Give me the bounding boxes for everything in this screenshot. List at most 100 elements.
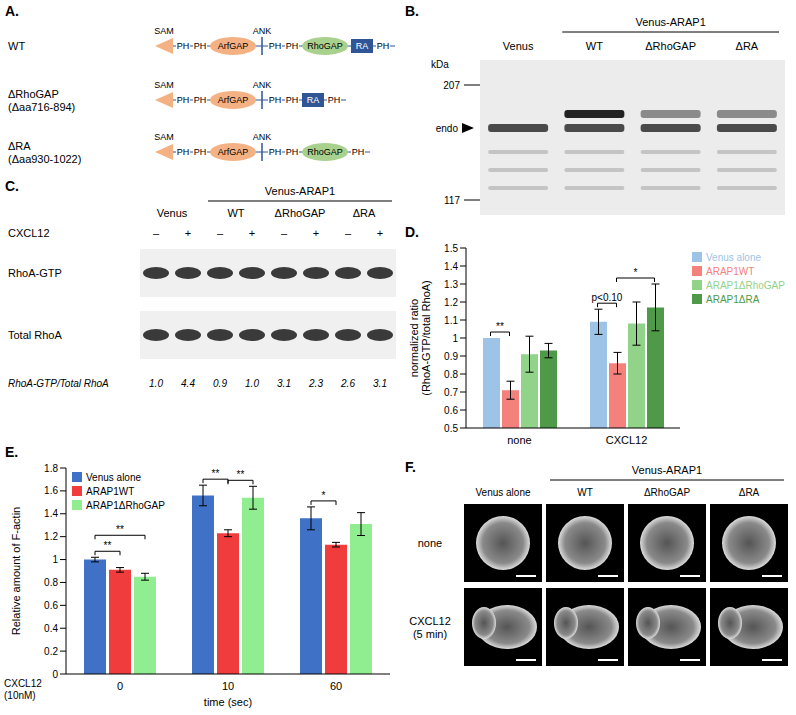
- svg-text:ArfGAP: ArfGAP: [218, 147, 249, 157]
- svg-text:2.6: 2.6: [340, 378, 355, 389]
- svg-text:–: –: [281, 227, 288, 239]
- svg-text:0.8: 0.8: [44, 577, 58, 588]
- svg-text:RA: RA: [356, 41, 369, 51]
- svg-text:RhoGAP: RhoGAP: [307, 147, 343, 157]
- svg-text:CXCL12(5 min): CXCL12(5 min): [409, 615, 451, 640]
- svg-text:0.2: 0.2: [44, 646, 58, 657]
- svg-text:none: none: [418, 537, 442, 549]
- svg-text:WT: WT: [8, 40, 25, 52]
- svg-text:*: *: [634, 267, 638, 278]
- svg-text:–: –: [217, 227, 224, 239]
- svg-text:+: +: [377, 227, 383, 239]
- svg-text:Total RhoA: Total RhoA: [8, 329, 62, 341]
- svg-text:SAM: SAM: [154, 80, 174, 90]
- svg-text:ΔRA: ΔRA: [353, 207, 376, 219]
- svg-text:PH: PH: [177, 95, 190, 105]
- svg-text:PH: PH: [269, 41, 282, 51]
- svg-text:PH: PH: [194, 147, 207, 157]
- svg-text:C.: C.: [5, 178, 19, 194]
- svg-text:A.: A.: [5, 3, 19, 19]
- svg-text:PH: PH: [377, 41, 390, 51]
- svg-text:WT: WT: [577, 487, 593, 498]
- svg-text:WT: WT: [586, 40, 603, 52]
- svg-text:0.9: 0.9: [213, 378, 227, 389]
- svg-text:1.2: 1.2: [44, 531, 58, 542]
- svg-text:ArfGAP: ArfGAP: [218, 95, 249, 105]
- svg-text:endo: endo: [436, 123, 459, 134]
- svg-text:p<0.10: p<0.10: [592, 292, 623, 303]
- svg-text:time (sec): time (sec): [204, 696, 252, 708]
- svg-text:0.9: 0.9: [444, 351, 458, 362]
- svg-text:**: **: [212, 468, 220, 479]
- svg-text:Venus alone: Venus alone: [475, 487, 530, 498]
- svg-text:SAM: SAM: [154, 132, 174, 142]
- svg-text:207: 207: [443, 80, 460, 91]
- svg-text:117: 117: [444, 195, 460, 206]
- svg-text:1.8: 1.8: [44, 463, 58, 474]
- svg-text:+: +: [185, 227, 191, 239]
- svg-text:RA: RA: [307, 95, 320, 105]
- svg-text:1: 1: [452, 333, 458, 344]
- svg-text:ΔRhoGAP: ΔRhoGAP: [644, 487, 690, 498]
- svg-text:1.0: 1.0: [245, 378, 259, 389]
- svg-text:ANK: ANK: [253, 26, 272, 36]
- svg-text:3.1: 3.1: [373, 378, 387, 389]
- svg-text:+: +: [249, 227, 255, 239]
- svg-text:**: **: [104, 540, 112, 551]
- svg-text:PH: PH: [269, 95, 282, 105]
- svg-text:ANK: ANK: [253, 132, 272, 142]
- svg-text:Venus-ARAP1: Venus-ARAP1: [635, 16, 705, 28]
- svg-text:0.5: 0.5: [444, 423, 458, 434]
- svg-text:none: none: [507, 434, 531, 446]
- svg-text:kDa: kDa: [431, 59, 449, 70]
- svg-text:ANK: ANK: [253, 80, 272, 90]
- svg-text:normalized ratio(RhoA-GTP/tota: normalized ratio(RhoA-GTP/total RhoA): [408, 280, 432, 396]
- svg-text:2.3: 2.3: [308, 378, 323, 389]
- svg-text:PH: PH: [286, 147, 299, 157]
- svg-text:PH: PH: [269, 147, 282, 157]
- svg-text:PH: PH: [177, 147, 190, 157]
- svg-text:60: 60: [330, 680, 342, 692]
- svg-text:**: **: [237, 469, 245, 480]
- svg-text:Relative amount of F-actin: Relative amount of F-actin: [10, 507, 22, 635]
- svg-text:1: 1: [52, 554, 58, 565]
- svg-text:0.6: 0.6: [44, 600, 58, 611]
- svg-text:1.5: 1.5: [444, 243, 458, 254]
- svg-text:RhoGAP: RhoGAP: [307, 41, 343, 51]
- svg-text:CXCL12: CXCL12: [606, 434, 648, 446]
- svg-text:ΔRA: ΔRA: [739, 487, 760, 498]
- svg-text:0.7: 0.7: [444, 387, 458, 398]
- svg-text:RhoA-GTP/Total RhoA: RhoA-GTP/Total RhoA: [8, 378, 109, 389]
- svg-text:WT: WT: [227, 207, 244, 219]
- svg-text:0.4: 0.4: [44, 623, 58, 634]
- svg-text:4.4: 4.4: [181, 378, 195, 389]
- svg-text:0.6: 0.6: [444, 405, 458, 416]
- svg-text:1.4: 1.4: [44, 508, 58, 519]
- svg-text:ΔRhoGAP: ΔRhoGAP: [275, 207, 326, 219]
- svg-text:1.4: 1.4: [444, 261, 458, 272]
- svg-text:ΔRA(Δaa930-1022): ΔRA(Δaa930-1022): [8, 140, 81, 165]
- svg-text:**: **: [116, 524, 124, 535]
- svg-text:PH: PH: [286, 41, 299, 51]
- svg-text:RhoA-GTP: RhoA-GTP: [8, 267, 62, 279]
- svg-text:CXCL12: CXCL12: [8, 227, 50, 239]
- svg-text:Venus: Venus: [157, 207, 188, 219]
- svg-text:ΔRhoGAP(Δaa716-894): ΔRhoGAP(Δaa716-894): [8, 88, 75, 113]
- svg-text:PH: PH: [352, 147, 365, 157]
- svg-text:–: –: [345, 227, 352, 239]
- svg-text:1.1: 1.1: [444, 315, 458, 326]
- svg-text:1.6: 1.6: [44, 485, 58, 496]
- svg-text:–: –: [153, 227, 160, 239]
- svg-text:ΔRhoGAP: ΔRhoGAP: [645, 40, 696, 52]
- svg-text:**: **: [496, 321, 504, 332]
- svg-text:*: *: [322, 490, 326, 501]
- svg-text:B.: B.: [405, 3, 419, 19]
- svg-text:PH: PH: [328, 95, 341, 105]
- svg-text:0: 0: [52, 669, 58, 680]
- svg-text:Venus: Venus: [503, 40, 534, 52]
- svg-text:10: 10: [222, 680, 234, 692]
- svg-text:ArfGAP: ArfGAP: [218, 41, 249, 51]
- svg-text:PH: PH: [286, 95, 299, 105]
- svg-text:ΔRA: ΔRA: [736, 40, 759, 52]
- svg-text:PH: PH: [194, 41, 207, 51]
